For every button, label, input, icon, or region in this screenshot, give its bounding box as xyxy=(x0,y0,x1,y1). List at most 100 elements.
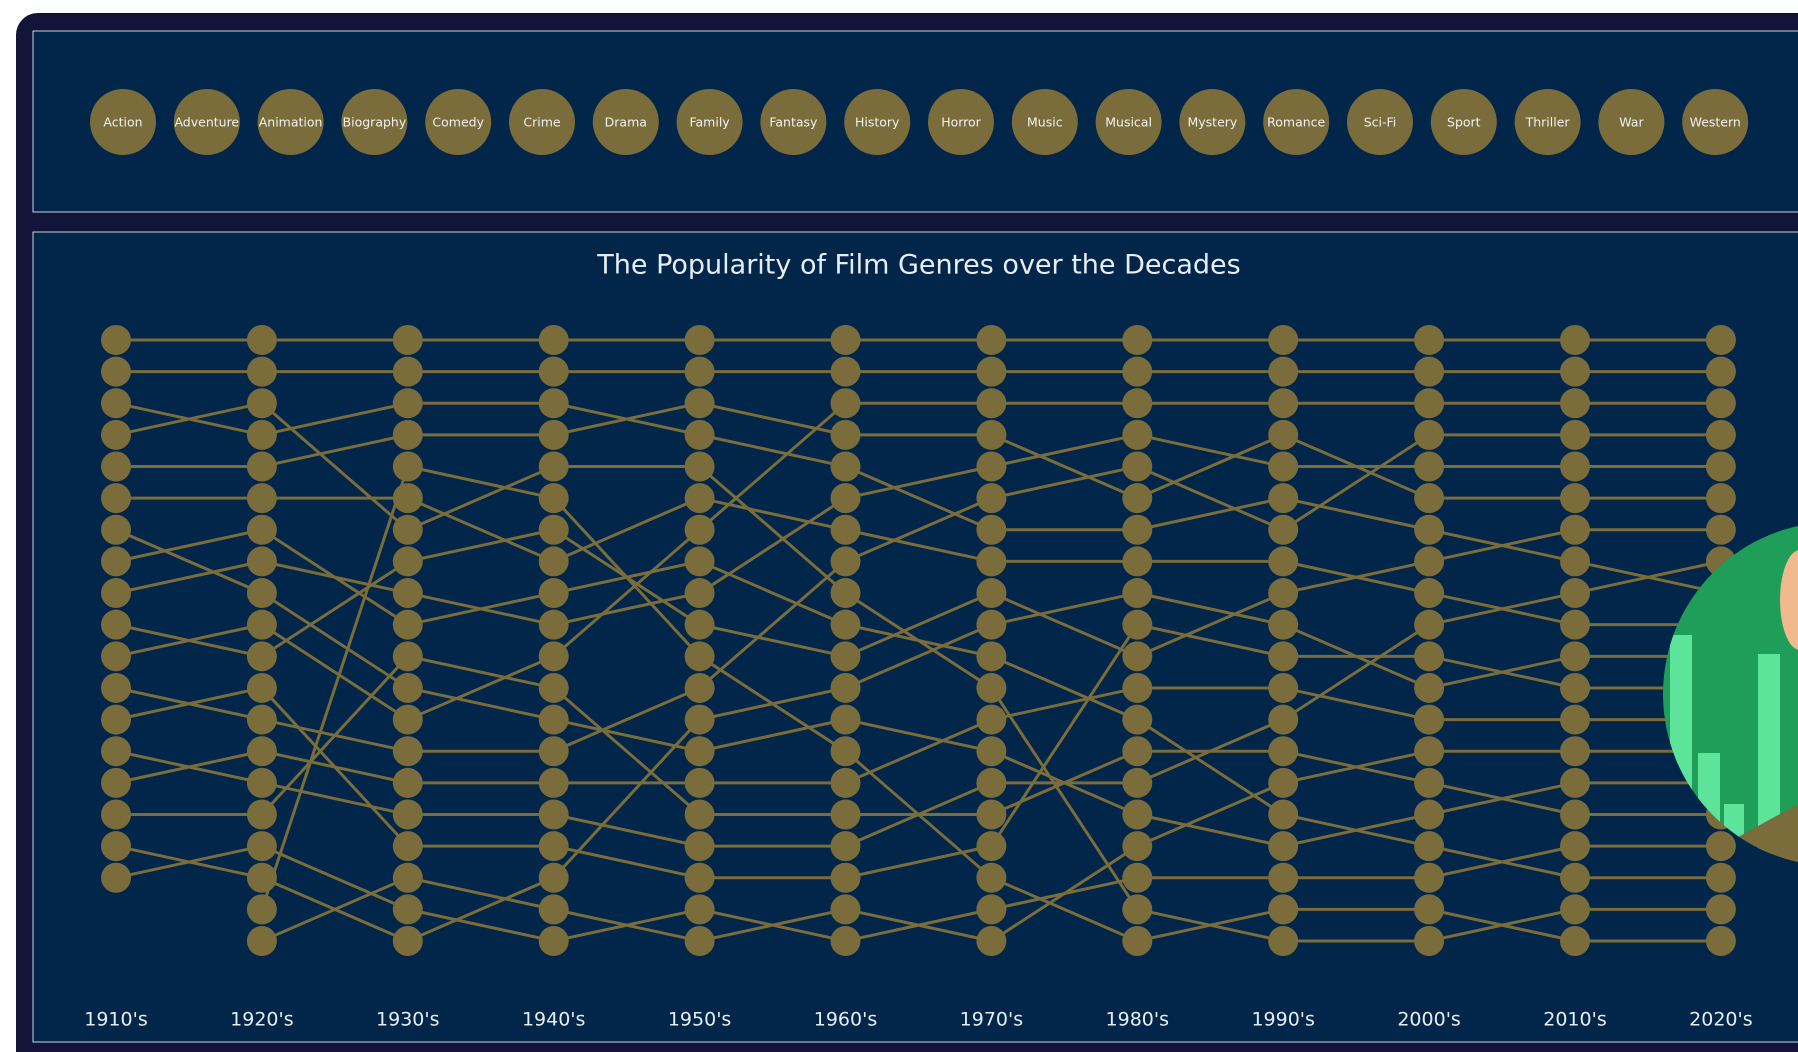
rank-dot xyxy=(1122,388,1153,419)
rank-dot xyxy=(1268,799,1299,830)
genre-button[interactable]: Horror xyxy=(928,89,994,155)
rank-dot xyxy=(1414,388,1445,419)
rank-dot xyxy=(1122,609,1153,640)
genre-button-label[interactable]: Musical xyxy=(1105,115,1152,130)
genre-button-label[interactable]: Romance xyxy=(1267,115,1325,130)
rank-dot xyxy=(976,641,1007,672)
x-tick-label: 1920's xyxy=(230,1009,293,1031)
rank-dot xyxy=(538,546,569,577)
genre-button-label[interactable]: Biography xyxy=(343,115,407,130)
genre-button[interactable]: Action xyxy=(90,89,156,155)
genre-button-circle[interactable] xyxy=(173,89,240,155)
rank-dot xyxy=(1414,736,1445,767)
rank-dot xyxy=(1268,546,1299,577)
genre-button-circle[interactable] xyxy=(1263,89,1330,155)
genre-button-label[interactable]: Comedy xyxy=(432,115,484,130)
genre-button-label[interactable]: Fantasy xyxy=(769,115,818,130)
genre-button-label[interactable]: Music xyxy=(1027,115,1063,130)
genre-button[interactable]: Sport xyxy=(1430,89,1497,155)
rank-dot xyxy=(684,672,715,703)
rank-dot xyxy=(538,736,569,767)
genre-button-circle[interactable] xyxy=(760,89,827,155)
genre-button-circle[interactable] xyxy=(676,89,743,155)
rank-dot xyxy=(976,388,1007,419)
genre-button-label[interactable]: War xyxy=(1619,115,1644,130)
genre-button[interactable]: Adventure xyxy=(173,89,240,155)
rank-dot xyxy=(101,862,131,893)
rank-dot xyxy=(101,483,131,514)
genre-button-label[interactable]: Drama xyxy=(605,115,647,130)
genre-button[interactable]: Western xyxy=(1682,89,1749,155)
genre-button[interactable]: History xyxy=(844,89,911,155)
genre-button[interactable]: Mystery xyxy=(1179,89,1246,155)
genre-button-circle[interactable] xyxy=(257,89,324,155)
genre-button-label[interactable]: Family xyxy=(689,115,730,130)
genre-button[interactable]: Family xyxy=(676,89,743,155)
rank-dot xyxy=(830,736,861,767)
genre-button-circle[interactable] xyxy=(509,89,575,155)
genre-button-label[interactable]: Western xyxy=(1690,115,1741,130)
genre-button-circle[interactable] xyxy=(1179,89,1246,155)
genre-button-label[interactable]: Horror xyxy=(941,115,981,130)
rank-dot xyxy=(684,514,715,545)
genre-button-circle[interactable] xyxy=(928,89,994,155)
genre-button-circle[interactable] xyxy=(1514,89,1581,155)
genre-button-label[interactable]: Crime xyxy=(523,115,561,130)
genre-button[interactable]: Comedy xyxy=(425,89,492,155)
genre-button-circle[interactable] xyxy=(844,89,911,155)
rank-dot xyxy=(1122,356,1153,387)
rank-dot xyxy=(830,926,861,956)
genre-button-circle[interactable] xyxy=(90,89,156,155)
rank-dot xyxy=(392,483,423,514)
rank-dot xyxy=(538,704,569,735)
genre-button-circle[interactable] xyxy=(1347,89,1413,155)
genre-button-circle[interactable] xyxy=(592,89,659,155)
genre-button[interactable]: Romance xyxy=(1263,89,1330,155)
genre-button[interactable]: Fantasy xyxy=(760,89,827,155)
rank-dot xyxy=(538,356,569,387)
rank-dot xyxy=(976,514,1007,545)
rank-dot xyxy=(246,514,277,545)
rank-dot xyxy=(1414,514,1445,545)
genre-button-label[interactable]: Sci-Fi xyxy=(1364,115,1397,130)
genre-button-circle[interactable] xyxy=(425,89,492,155)
genre-button-circle[interactable] xyxy=(1682,89,1749,155)
rank-dot xyxy=(684,546,715,577)
genre-button-label[interactable]: Adventure xyxy=(174,115,239,130)
rank-dot xyxy=(830,451,861,482)
genre-button-circle[interactable] xyxy=(341,89,408,155)
rank-dot xyxy=(1414,451,1445,482)
genre-button[interactable]: Drama xyxy=(592,89,659,155)
genre-button[interactable]: Biography xyxy=(341,89,408,155)
genre-button-label[interactable]: Sport xyxy=(1447,115,1481,130)
rank-dot xyxy=(1122,672,1153,703)
genre-button[interactable]: War xyxy=(1598,89,1665,155)
genre-button[interactable]: Thriller xyxy=(1514,89,1581,155)
genre-button[interactable]: Crime xyxy=(509,89,575,155)
genre-button-circle[interactable] xyxy=(1095,89,1162,155)
genre-button-label[interactable]: Animation xyxy=(259,115,323,130)
genre-button[interactable]: Animation xyxy=(257,89,324,155)
genre-button-circle[interactable] xyxy=(1011,89,1078,155)
rank-dot xyxy=(1122,546,1153,577)
rank-dot xyxy=(1414,546,1445,577)
genre-button[interactable]: Musical xyxy=(1095,89,1162,155)
genre-button[interactable]: Sci-Fi xyxy=(1347,89,1413,155)
rank-dot xyxy=(1268,578,1299,609)
rank-dot xyxy=(1414,356,1445,387)
rank-dot xyxy=(246,641,277,672)
genre-button-circle[interactable] xyxy=(1430,89,1497,155)
genre-button-label[interactable]: Mystery xyxy=(1187,115,1237,130)
rank-dot xyxy=(1414,672,1445,703)
rank-dot xyxy=(830,641,861,672)
rank-dot xyxy=(1560,325,1590,355)
rank-dot xyxy=(101,672,131,703)
genre-button-label[interactable]: History xyxy=(855,115,900,130)
genre-button[interactable]: Music xyxy=(1011,89,1078,155)
rank-dot xyxy=(1414,894,1445,925)
genre-button-label[interactable]: Action xyxy=(103,115,142,130)
genre-button-circle[interactable] xyxy=(1598,89,1665,155)
genre-button-label[interactable]: Thriller xyxy=(1525,115,1571,130)
rank-dot xyxy=(538,894,569,925)
x-tick-label: 1930's xyxy=(376,1009,439,1031)
